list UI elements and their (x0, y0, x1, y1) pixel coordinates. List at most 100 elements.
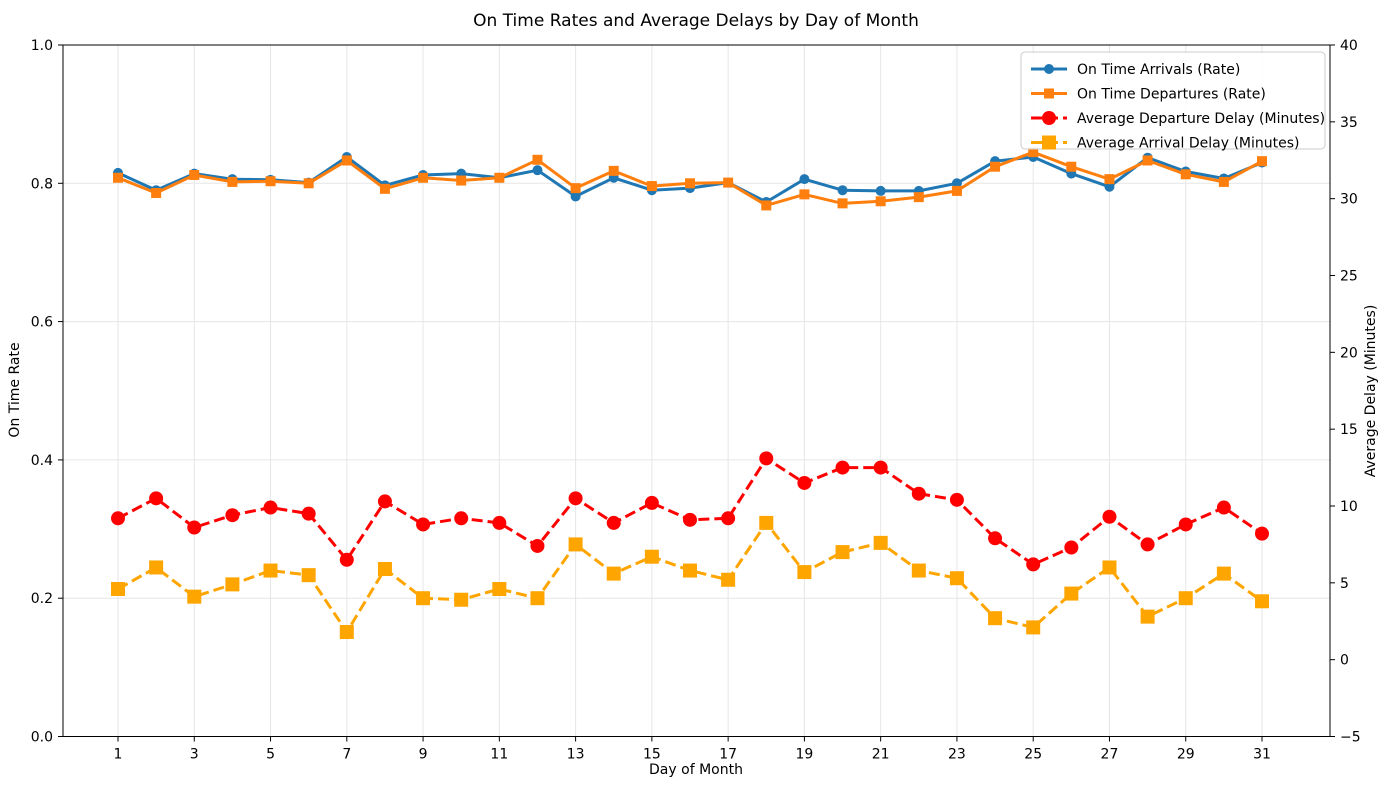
grid (63, 45, 1330, 737)
data-point-average-arrival-delay (1140, 609, 1155, 624)
data-point-average-arrival-delay (797, 565, 812, 580)
data-point-average-departure-delay (911, 486, 926, 501)
series-on-time-departures (113, 147, 1267, 211)
legend-label-average-arrival-delay: Average Arrival Delay (Minutes) (1077, 136, 1300, 152)
data-point-on-time-arrivals (951, 178, 962, 189)
data-point-average-departure-delay (1178, 517, 1193, 532)
x-tick-label: 1 (114, 747, 123, 763)
data-point-average-departure-delay (111, 511, 125, 526)
data-point-on-time-departures (456, 175, 467, 186)
data-point-on-time-departures (227, 176, 238, 187)
data-point-average-departure-delay (1026, 557, 1041, 572)
data-point-average-arrival-delay (988, 611, 1003, 626)
y-right-tick-label: −5 (1340, 730, 1361, 746)
y-left-tick-label: 0.6 (31, 315, 53, 331)
data-point-average-departure-delay (530, 538, 545, 553)
data-point-on-time-departures (799, 189, 810, 200)
data-point-on-time-arrivals (532, 165, 543, 176)
data-point-on-time-departures (1257, 156, 1267, 167)
x-tick-label: 11 (490, 747, 508, 763)
y-axis-label-right: Average Delay (Minutes) (1363, 305, 1379, 478)
data-point-average-arrival-delay (949, 571, 964, 586)
y-right-tick-label: 20 (1340, 345, 1358, 361)
y-left-tick-label: 0.8 (31, 176, 53, 192)
x-tick-label: 27 (1101, 747, 1119, 763)
data-point-average-departure-delay (492, 515, 507, 530)
data-point-on-time-departures (303, 178, 314, 189)
x-tick-label: 23 (948, 747, 966, 763)
data-point-on-time-departures (990, 161, 1001, 172)
data-point-average-departure-delay (263, 500, 278, 515)
data-point-average-arrival-delay (568, 537, 583, 552)
data-point-on-time-arrivals (570, 191, 581, 202)
legend-label-average-departure-delay: Average Departure Delay (Minutes) (1077, 111, 1325, 127)
y-right-tick-label: 0 (1340, 653, 1349, 669)
data-point-average-departure-delay (301, 506, 316, 521)
data-point-average-departure-delay (1102, 509, 1117, 524)
x-tick-label: 25 (1024, 747, 1042, 763)
y-left-tick-label: 0.2 (31, 591, 53, 607)
data-point-average-arrival-delay (1178, 591, 1193, 606)
data-point-average-arrival-delay (1064, 586, 1079, 601)
data-point-average-arrival-delay (644, 549, 659, 564)
data-point-average-arrival-delay (606, 566, 621, 581)
x-tick-label: 7 (342, 747, 351, 763)
data-point-average-departure-delay (949, 492, 964, 507)
data-point-average-arrival-delay (225, 577, 240, 592)
data-point-on-time-departures (685, 178, 695, 189)
legend-swatch-marker-average-departure-delay (1042, 111, 1056, 125)
data-point-on-time-departures (532, 154, 543, 165)
y-right-tick-label: 25 (1340, 269, 1358, 285)
legend: On Time Arrivals (Rate) On Time Departure… (1020, 51, 1326, 152)
data-point-on-time-departures (189, 170, 200, 181)
data-point-on-time-departures (1142, 155, 1153, 166)
data-point-average-departure-delay (797, 475, 812, 490)
chart-title: On Time Rates and Average Delays by Day … (473, 11, 919, 31)
legend-box (1020, 51, 1326, 150)
data-point-average-arrival-delay (301, 568, 316, 583)
data-point-average-departure-delay (988, 531, 1003, 546)
data-point-average-arrival-delay (416, 591, 431, 606)
data-point-on-time-departures (418, 172, 429, 183)
data-point-average-arrival-delay (759, 515, 774, 530)
y-left-tick-label: 1.0 (31, 38, 53, 54)
data-point-on-time-departures (761, 200, 772, 211)
data-point-on-time-arrivals (1104, 181, 1115, 192)
x-axis-label: Day of Month (649, 762, 743, 778)
data-point-on-time-departures (1218, 176, 1229, 187)
legend-swatch-marker-on-time-departures (1044, 88, 1054, 99)
y-right-tick-label: 15 (1340, 422, 1358, 438)
data-point-on-time-arrivals (837, 185, 848, 196)
data-point-on-time-departures (951, 185, 962, 196)
data-point-average-departure-delay (683, 512, 697, 527)
data-point-average-arrival-delay (911, 563, 926, 578)
x-tick-label: 31 (1253, 747, 1271, 763)
data-point-average-departure-delay (835, 460, 850, 475)
data-point-average-arrival-delay (530, 591, 545, 606)
chart-root: 1 3 5 7 9 11 13 15 17 19 21 23 25 27 29 310.00.20.40.60… (31, 38, 1361, 763)
data-point-on-time-departures (608, 165, 619, 176)
data-point-average-departure-delay (187, 520, 202, 535)
data-point-average-departure-delay (721, 511, 736, 526)
data-point-on-time-departures (1028, 147, 1039, 158)
data-point-average-arrival-delay (1216, 566, 1231, 581)
data-point-on-time-departures (875, 196, 886, 207)
data-point-average-arrival-delay (263, 563, 278, 578)
tick-marks (58, 44, 1335, 742)
data-point-average-arrival-delay (873, 535, 888, 550)
series-average-departure-delay (111, 451, 1269, 572)
y-axis-label-left: On Time Rate (7, 342, 23, 437)
data-point-on-time-departures (494, 172, 505, 183)
x-tick-label: 29 (1177, 747, 1195, 763)
y-right-tick-label: 30 (1340, 192, 1358, 208)
data-point-average-departure-delay (339, 552, 354, 567)
legend-label-on-time-arrivals: On Time Arrivals (Rate) (1077, 62, 1240, 78)
data-point-average-departure-delay (149, 491, 164, 506)
data-point-average-arrival-delay (492, 581, 507, 596)
data-point-on-time-departures (723, 177, 734, 188)
series-line-average-departure-delay (117, 456, 1263, 566)
data-point-average-arrival-delay (1102, 560, 1117, 575)
legend-swatch-marker-on-time-arrivals (1044, 64, 1054, 74)
